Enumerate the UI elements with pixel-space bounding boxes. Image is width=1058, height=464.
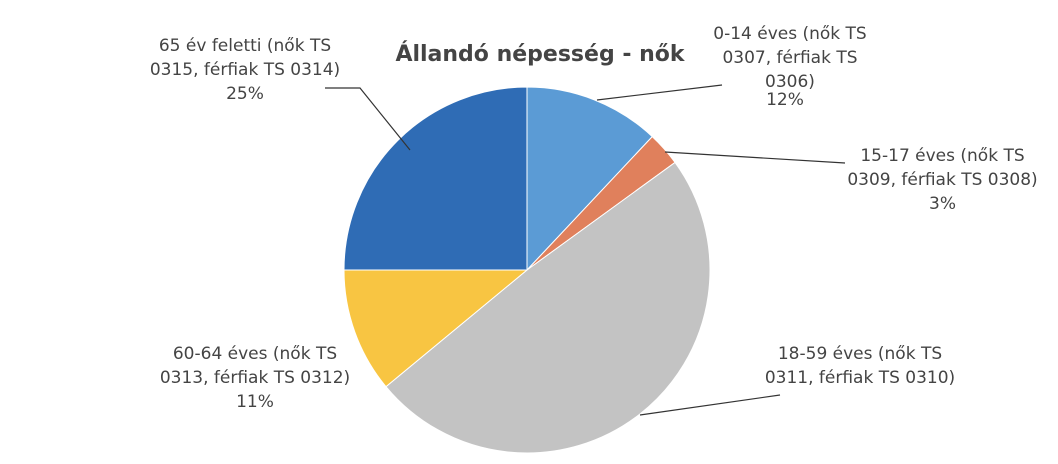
slice-label: 18-59 éves (nők TS 0311, férfiak TS 0310… bbox=[760, 342, 960, 390]
slice-label: 0-14 éves (nők TS 0307, férfiak TS 0306)… bbox=[700, 22, 880, 112]
value-label: 12% bbox=[766, 90, 804, 110]
leader-line bbox=[596, 84, 723, 101]
slice-label: 60-64 éves (nők TS 0313, férfiak TS 0312… bbox=[150, 342, 360, 414]
pie-slice bbox=[385, 161, 711, 454]
pie-slice bbox=[343, 269, 529, 388]
category-label: 15-17 éves (nők TS 0309, férfiak TS 0308… bbox=[847, 146, 1038, 190]
slice-label: 65 év feletti (nők TS 0315, férfiak TS 0… bbox=[135, 34, 355, 106]
chart-title: Állandó népesség - nők bbox=[395, 41, 685, 67]
category-label: 60-64 éves (nők TS 0313, férfiak TS 0312… bbox=[159, 344, 351, 388]
value-label: 25% bbox=[226, 84, 264, 104]
category-label: 0-14 éves (nők TS 0307, férfiak TS 0306) bbox=[713, 24, 867, 92]
leader-line bbox=[639, 394, 781, 416]
leader-line bbox=[325, 87, 411, 151]
category-label: 65 év feletti (nők TS 0315, férfiak TS 0… bbox=[149, 36, 341, 80]
leader-line bbox=[664, 151, 846, 164]
pie-slice bbox=[526, 86, 653, 272]
value-label: 3% bbox=[929, 194, 956, 214]
pie bbox=[343, 86, 711, 454]
pie-slice bbox=[343, 86, 528, 271]
category-label: 18-59 éves (nők TS 0311, férfiak TS 0310… bbox=[764, 344, 956, 388]
value-label: 11% bbox=[236, 392, 274, 412]
slice-label: 15-17 éves (nők TS 0309, férfiak TS 0308… bbox=[840, 144, 1045, 216]
